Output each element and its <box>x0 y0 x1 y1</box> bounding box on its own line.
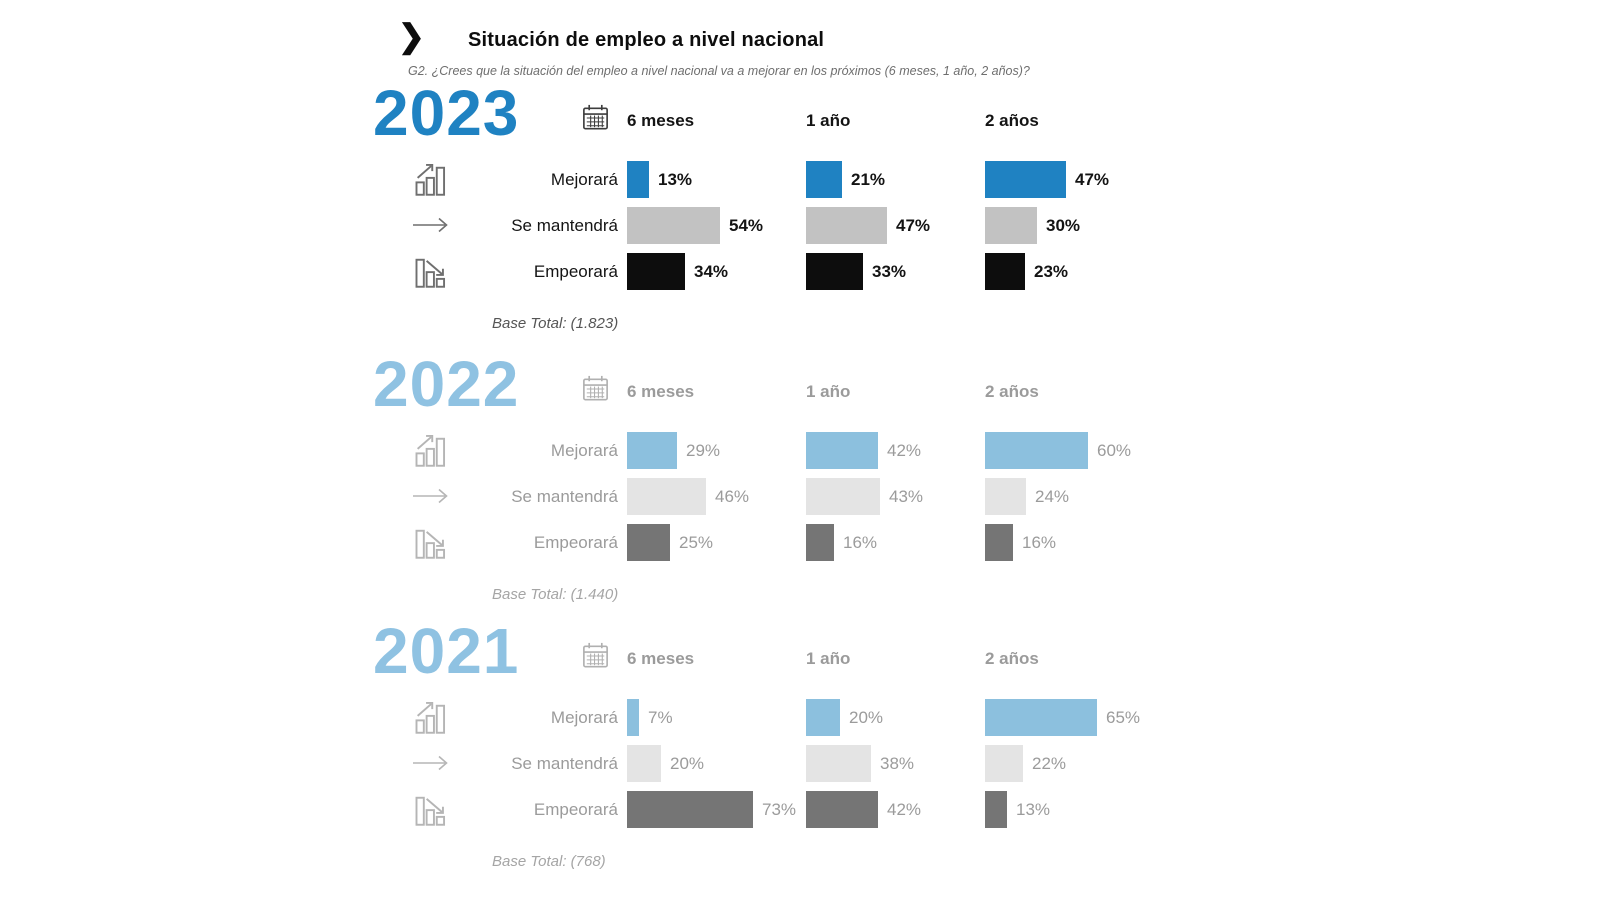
bar <box>627 524 670 561</box>
bar <box>806 791 878 828</box>
bar <box>627 699 639 736</box>
bar-value: 65% <box>1106 707 1141 727</box>
bar-value: 54% <box>729 215 764 235</box>
bar-value: 47% <box>896 215 931 235</box>
year-label: 2021 <box>373 615 520 687</box>
bar-value: 7% <box>648 707 673 727</box>
column-header-6-meses: 6 meses <box>627 649 695 668</box>
bar-value: 47% <box>1075 169 1110 189</box>
chevron-icon: ❯ <box>398 18 425 54</box>
column-header-1-ano: 1 año <box>806 382 851 401</box>
bar-value: 73% <box>762 799 797 819</box>
bar <box>627 253 685 290</box>
year-section-2022: 2022 6 meses 1 año 2 años Mejorará 29% 4… <box>0 352 1600 628</box>
bar <box>806 478 880 515</box>
row-mejorara: Mejorará 29% 42% 60% <box>0 432 1600 469</box>
bar-value: 42% <box>887 799 922 819</box>
row-se-mantendra: Se mantendrá 46% 43% 24% <box>0 478 1600 515</box>
year-label: 2022 <box>373 348 520 420</box>
row-empeorara: Empeorará 25% 16% 16% <box>0 524 1600 561</box>
bar <box>806 253 863 290</box>
bar-value: 42% <box>887 440 922 460</box>
row-label: Empeorará <box>533 799 618 819</box>
bar-value: 43% <box>889 486 924 506</box>
calendar-icon <box>580 373 611 404</box>
bar <box>806 699 840 736</box>
bar-value: 30% <box>1046 215 1081 235</box>
bar <box>806 161 842 198</box>
bar-value: 34% <box>694 261 729 281</box>
column-header-1-ano: 1 año <box>806 111 851 130</box>
bar-value: 22% <box>1032 753 1067 773</box>
bar-value: 38% <box>880 753 915 773</box>
column-header-6-meses: 6 meses <box>627 382 695 401</box>
bar-value: 29% <box>686 440 721 460</box>
bar-value: 20% <box>849 707 884 727</box>
bar <box>627 745 661 782</box>
year-section-2021: 2021 6 meses 1 año 2 años Mejorará 7% 20… <box>0 619 1600 895</box>
row-label: Se mantendrá <box>511 486 618 506</box>
bar-value: 25% <box>679 532 714 552</box>
bar-value: 21% <box>851 169 886 189</box>
column-header-1-ano: 1 año <box>806 649 851 668</box>
bar <box>985 524 1013 561</box>
year-label: 2023 <box>373 77 520 149</box>
bar <box>806 745 871 782</box>
row-se-mantendra: Se mantendrá 54% 47% 30% <box>0 207 1600 244</box>
row-label: Mejorará <box>550 169 618 189</box>
row-label: Se mantendrá <box>511 215 618 235</box>
bar <box>806 432 878 469</box>
bar <box>627 161 649 198</box>
bar <box>985 478 1026 515</box>
row-label: Mejorará <box>550 440 618 460</box>
bar-value: 13% <box>1016 799 1051 819</box>
bar-value: 60% <box>1097 440 1132 460</box>
bar-value: 13% <box>658 169 693 189</box>
row-empeorara: Empeorará 34% 33% 23% <box>0 253 1600 290</box>
row-label: Se mantendrá <box>511 753 618 773</box>
bar <box>627 432 677 469</box>
column-header-2-anos: 2 años <box>985 382 1039 401</box>
bar <box>806 207 887 244</box>
bar <box>985 745 1023 782</box>
calendar-icon <box>580 640 611 671</box>
column-header-2-anos: 2 años <box>985 649 1039 668</box>
year-section-2023: 2023 6 meses 1 año 2 años Mejorará 13% 2… <box>0 81 1600 357</box>
row-label: Mejorará <box>550 707 618 727</box>
bar <box>985 207 1037 244</box>
calendar-icon <box>580 102 611 133</box>
page-title: Situación de empleo a nivel nacional <box>468 29 825 51</box>
bar-value: 33% <box>872 261 907 281</box>
base-total: Base Total: (1.823) <box>492 315 619 332</box>
row-mejorara: Mejorará 7% 20% 65% <box>0 699 1600 736</box>
bar <box>985 699 1097 736</box>
row-se-mantendra: Se mantendrá 20% 38% 22% <box>0 745 1600 782</box>
bar-value: 46% <box>715 486 750 506</box>
bar <box>985 253 1025 290</box>
bar <box>985 161 1066 198</box>
bar <box>985 432 1088 469</box>
bar-value: 16% <box>1022 532 1057 552</box>
base-total: Base Total: (1.440) <box>492 586 619 603</box>
row-label: Empeorará <box>533 532 618 552</box>
row-label: Empeorará <box>533 261 618 281</box>
bar <box>985 791 1007 828</box>
base-total: Base Total: (768) <box>492 853 606 870</box>
bar <box>627 478 706 515</box>
bar <box>627 207 720 244</box>
column-header-6-meses: 6 meses <box>627 111 695 130</box>
row-empeorara: Empeorará 73% 42% 13% <box>0 791 1600 828</box>
bar <box>627 791 753 828</box>
bar-value: 23% <box>1034 261 1069 281</box>
question-text: G2. ¿Crees que la situación del empleo a… <box>408 64 1030 78</box>
bar-value: 16% <box>843 532 878 552</box>
bar-value: 24% <box>1035 486 1070 506</box>
column-header-2-anos: 2 años <box>985 111 1039 130</box>
row-mejorara: Mejorará 13% 21% 47% <box>0 161 1600 198</box>
bar <box>806 524 834 561</box>
bar-value: 20% <box>670 753 705 773</box>
